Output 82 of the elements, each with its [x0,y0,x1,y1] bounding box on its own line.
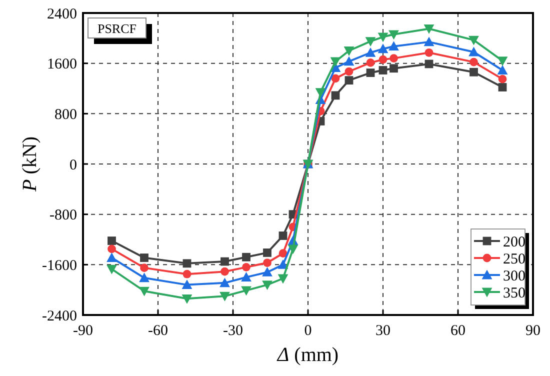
point [470,58,478,66]
point [344,76,354,85]
point [497,56,508,66]
point [139,286,150,296]
point [344,67,354,76]
x-tick-label: 90 [526,323,540,339]
point [288,244,298,254]
x-tick-label: -90 [73,323,93,339]
point [108,236,116,245]
point [497,65,508,74]
legend-label: 200 [503,234,526,250]
point [220,278,230,288]
point [106,264,117,274]
point [106,252,117,262]
point [366,58,375,67]
point [378,66,388,74]
point [220,292,230,302]
point [140,254,148,262]
point [366,68,375,77]
point [390,54,398,62]
point [263,258,272,267]
x-tick-label: -30 [223,323,243,339]
legend-label: 250 [503,251,526,268]
point [278,232,288,240]
point [424,24,434,34]
point [378,55,388,64]
point [344,46,354,56]
point [315,88,326,98]
y-tick-label: 2400 [47,6,77,22]
point [498,74,507,84]
point [424,60,434,68]
point [390,64,398,73]
x-axis-title: Δ (mm) [276,344,339,366]
point [278,259,288,269]
point [424,48,434,57]
y-tick-label: -800 [50,208,77,224]
point [468,46,479,56]
point [468,36,479,46]
point [344,56,354,66]
point [330,57,341,67]
point [278,249,288,258]
point [378,32,388,42]
point [278,274,288,284]
point [241,272,252,282]
point [388,30,399,40]
y-tick-label: 0 [70,157,77,174]
point [220,257,229,266]
y-tick-label: 1600 [47,56,77,73]
y-axis-title: P (kN) [19,136,41,192]
point [182,259,192,268]
point [262,280,272,290]
point [365,47,376,57]
legend-label: 300 [503,268,526,284]
annotation: PSRCF [97,21,137,36]
y-tick-label: -1600 [42,258,77,274]
x-tick-label: -60 [148,323,168,339]
point [424,36,434,46]
legend-label: 350 [503,285,526,302]
point [241,286,252,296]
point [140,264,148,272]
point [108,244,116,254]
point [388,41,399,51]
point [242,262,250,272]
y-tick-label: 800 [54,106,77,123]
point [365,37,376,47]
point [498,83,507,92]
point [182,270,192,278]
point [331,91,340,100]
point [220,267,229,276]
point [242,252,250,262]
point [331,74,340,83]
point [262,267,272,276]
point [263,248,272,257]
x-tick-label: 60 [450,323,466,339]
point [139,272,150,282]
y-tick-label: -2400 [42,308,77,324]
point [378,44,388,54]
x-tick-label: 30 [376,323,390,339]
point [470,68,478,76]
point [182,280,192,289]
x-tick-label: 0 [304,323,312,339]
point [182,294,192,304]
